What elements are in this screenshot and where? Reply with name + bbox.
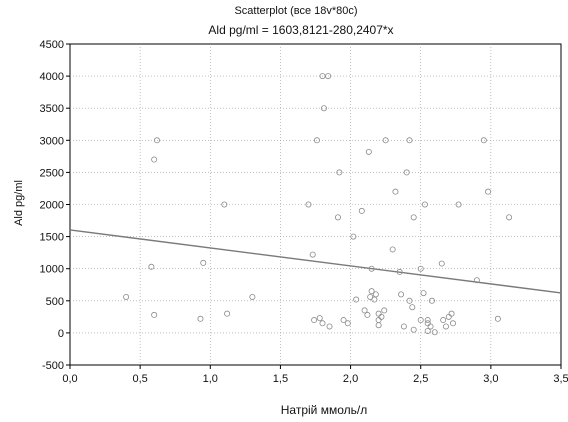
scatter-point xyxy=(151,311,158,318)
chart-subtitle: Ald pg/ml = 1603,8121-280,2407*x xyxy=(208,23,393,37)
scatter-point xyxy=(417,265,424,272)
scatter-point xyxy=(382,137,389,144)
scatter-point xyxy=(309,251,316,258)
y-tick-label: 4000 xyxy=(40,71,64,83)
scatter-point xyxy=(455,201,462,208)
scatter-point xyxy=(320,105,327,112)
y-tick-label: 2000 xyxy=(40,200,64,212)
scatter-point xyxy=(368,288,375,295)
x-tick-label: 1,0 xyxy=(203,373,218,385)
scatter-point xyxy=(378,313,385,320)
scatter-point xyxy=(200,259,207,266)
scatter-point xyxy=(398,291,405,298)
scatter-point xyxy=(375,322,382,329)
scatter-point xyxy=(151,156,158,163)
scatter-point xyxy=(334,214,341,221)
scatter-point xyxy=(410,214,417,221)
scatter-point xyxy=(224,310,231,317)
scatter-point xyxy=(406,137,413,144)
scatter-point xyxy=(424,327,431,334)
plot-area: 0,0 0,5 1,0 1,5 2,0 2,5 3,0 3,5 -500 0 500 1000 1500… xyxy=(40,39,568,385)
x-tick-label: 0,0 xyxy=(62,373,77,385)
scatter-point xyxy=(221,201,228,208)
regression-line xyxy=(69,229,562,294)
scatter-point xyxy=(305,201,312,208)
scatter-point xyxy=(427,323,434,330)
scatter-point xyxy=(365,148,372,155)
y-tick-label: 1000 xyxy=(40,264,64,276)
scatter-point xyxy=(420,290,427,297)
scatter-point xyxy=(485,188,492,195)
x-tick-label: 0,5 xyxy=(132,373,147,385)
y-tick-label: -500 xyxy=(42,360,64,372)
scatter-point xyxy=(153,137,160,144)
scatter-point xyxy=(406,297,413,304)
scatter-point xyxy=(438,260,445,267)
scatter-point xyxy=(400,323,407,330)
scatter-point xyxy=(358,207,365,214)
scatter-point xyxy=(494,315,501,322)
y-tick-label: 3500 xyxy=(40,103,64,115)
scatter-point xyxy=(442,323,449,330)
y-tick-label: 0 xyxy=(58,328,64,340)
scatter-point xyxy=(311,317,318,324)
scatter-point xyxy=(319,320,326,327)
scatter-point xyxy=(325,73,332,80)
scatter-point xyxy=(197,315,204,322)
scatter-point xyxy=(249,293,256,300)
x-tick-label: 1,5 xyxy=(273,373,288,385)
scatter-point xyxy=(473,277,480,284)
scatter-point xyxy=(506,214,513,221)
y-tick-label: 3000 xyxy=(40,135,64,147)
scatter-point xyxy=(428,297,435,304)
scatter-point xyxy=(421,201,428,208)
x-axis-label: Натрій ммоль/л xyxy=(281,403,367,417)
scatter-point xyxy=(392,188,399,195)
scatter-point xyxy=(361,307,368,314)
y-tick-label: 2500 xyxy=(40,167,64,179)
y-tick-label: 500 xyxy=(46,296,64,308)
x-tick-label: 2,5 xyxy=(413,373,428,385)
scatter-point xyxy=(424,317,431,324)
y-tick-label: 1500 xyxy=(40,232,64,244)
scatter-point xyxy=(448,310,455,317)
scatter-point xyxy=(403,169,410,176)
y-axis-label: Ald pg/ml xyxy=(13,180,25,226)
scatter-point xyxy=(350,233,357,240)
scatter-point xyxy=(389,246,396,253)
scatter-point xyxy=(344,320,351,327)
scatter-point xyxy=(364,311,371,318)
scatter-point xyxy=(417,317,424,324)
x-tick-label: 3,5 xyxy=(553,373,568,385)
scatter-point xyxy=(410,326,417,333)
scatter-point xyxy=(431,329,438,336)
x-tick-label: 3,0 xyxy=(483,373,498,385)
scatter-point xyxy=(409,304,416,311)
scatter-point xyxy=(340,317,347,324)
scatter-point xyxy=(336,169,343,176)
scatter-point xyxy=(440,317,447,324)
scatter-point xyxy=(368,265,375,272)
scatter-point xyxy=(148,263,155,270)
scatter-point xyxy=(449,320,456,327)
scatter-point xyxy=(367,293,374,300)
scatter-point xyxy=(326,323,333,330)
y-tick-label: 4500 xyxy=(40,39,64,51)
scatter-point xyxy=(396,268,403,275)
scatter-point xyxy=(353,296,360,303)
scatter-point xyxy=(319,73,326,80)
scatter-point xyxy=(313,137,320,144)
chart-title: Scatterplot (все 18v*80c) xyxy=(234,5,357,17)
scatter-point xyxy=(316,315,323,322)
scatter-point xyxy=(480,137,487,144)
scatter-point xyxy=(381,307,388,314)
x-tick-label: 2,0 xyxy=(343,373,358,385)
scatter-point xyxy=(372,291,379,298)
scatter-point xyxy=(123,293,130,300)
